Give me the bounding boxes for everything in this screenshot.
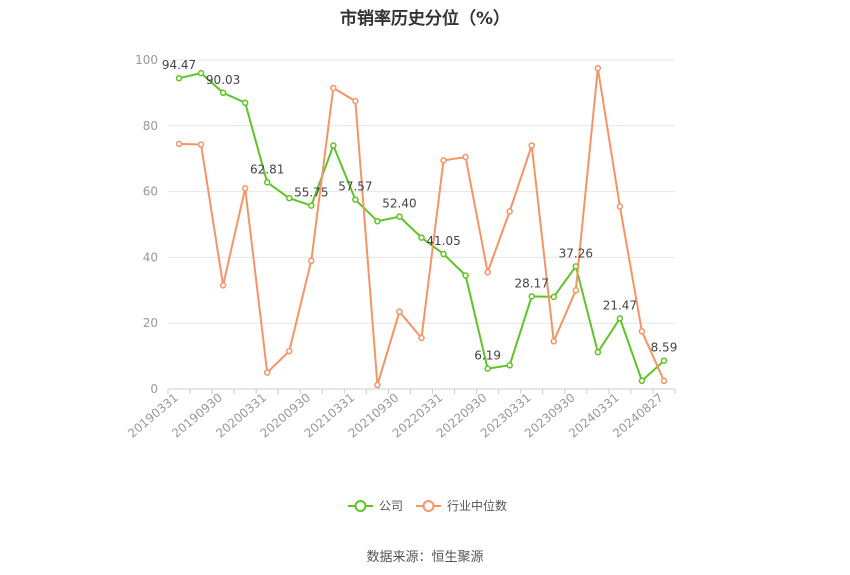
data-label: 28.17 xyxy=(515,276,549,290)
data-label: 21.47 xyxy=(603,298,637,312)
data-point xyxy=(418,234,425,241)
data-point xyxy=(263,369,271,376)
data-point xyxy=(594,64,602,72)
data-point xyxy=(462,272,469,279)
data-point xyxy=(616,203,624,210)
legend-label: 行业中位数 xyxy=(447,498,507,513)
data-point xyxy=(197,141,205,148)
data-point xyxy=(506,362,513,369)
data-point xyxy=(594,348,602,356)
y-tick-label: 20 xyxy=(143,316,158,330)
data-point xyxy=(308,202,315,209)
data-label: 62.81 xyxy=(250,162,284,176)
data-point xyxy=(175,74,183,82)
legend-label: 公司 xyxy=(379,499,403,513)
data-point xyxy=(285,347,293,355)
data-point xyxy=(219,282,227,289)
data-point xyxy=(396,213,403,220)
data-label: 57.57 xyxy=(338,180,372,194)
data-point xyxy=(638,328,646,335)
data-point xyxy=(660,377,668,385)
data-point xyxy=(660,357,668,364)
data-point xyxy=(572,287,580,294)
data-point xyxy=(506,208,513,215)
data-point xyxy=(440,250,447,258)
data-label: 37.26 xyxy=(559,246,593,260)
data-label: 90.03 xyxy=(206,73,240,87)
data-point xyxy=(330,84,337,92)
data-point xyxy=(550,293,558,301)
data-point xyxy=(308,257,315,264)
data-point xyxy=(484,268,491,276)
y-tick-label: 0 xyxy=(150,382,158,396)
data-point xyxy=(616,315,624,322)
data-point xyxy=(396,308,403,315)
data-label: 8.59 xyxy=(651,341,678,355)
data-point xyxy=(440,157,447,164)
y-tick-label: 80 xyxy=(143,119,158,133)
data-point xyxy=(374,381,381,389)
data-point xyxy=(197,69,205,77)
data-label: 94.47 xyxy=(162,58,196,72)
data-point xyxy=(175,140,183,148)
data-point xyxy=(241,99,249,107)
legend-marker xyxy=(422,500,435,512)
chart-title: 市销率历史分位（%） xyxy=(339,9,511,29)
y-tick-label: 40 xyxy=(143,250,158,264)
data-point xyxy=(374,217,381,225)
data-point xyxy=(219,89,227,97)
data-point xyxy=(285,194,293,202)
data-point xyxy=(352,196,359,203)
data-label: 55.75 xyxy=(294,186,328,200)
y-tick-label: 60 xyxy=(143,185,158,199)
data-point xyxy=(550,338,558,345)
data-label: 6.19 xyxy=(474,349,501,363)
data-point xyxy=(638,377,646,385)
data-point xyxy=(462,153,469,161)
data-point xyxy=(418,334,425,342)
data-point xyxy=(484,365,491,372)
y-tick-label: 100 xyxy=(135,53,158,67)
data-point xyxy=(330,142,337,149)
data-point xyxy=(528,142,535,149)
data-point xyxy=(528,293,535,300)
legend-marker xyxy=(354,500,367,512)
data-point xyxy=(263,179,271,186)
data-point xyxy=(241,185,249,192)
source-note: 数据来源：恒生聚源 xyxy=(366,550,484,565)
data-label: 52.40 xyxy=(382,197,416,211)
data-label: 41.05 xyxy=(426,234,460,248)
data-point xyxy=(352,97,359,105)
